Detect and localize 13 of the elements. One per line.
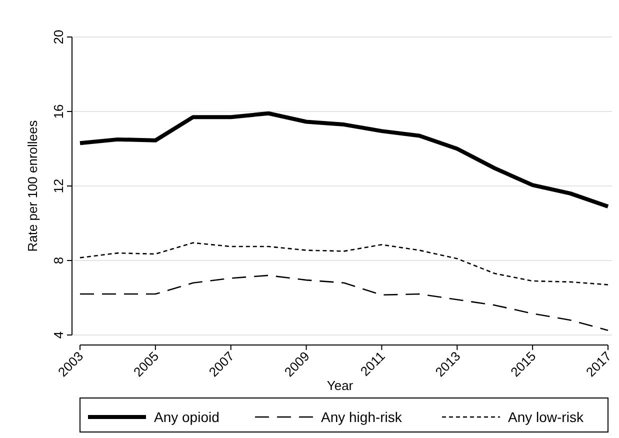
y-tick-label: 8 — [51, 256, 66, 264]
y-tick-label: 4 — [51, 331, 66, 339]
line-series — [79, 242, 609, 286]
x-axis-title: Year — [326, 378, 354, 393]
line-series — [78, 111, 610, 208]
y-tick-label: 16 — [51, 104, 66, 119]
line-series — [79, 274, 609, 331]
y-axis-title: Rate per 100 enrollees — [25, 120, 40, 252]
y-tick-label: 20 — [51, 30, 66, 44]
legend-label: Any opioid — [154, 409, 220, 425]
legend-label: Any high-risk — [321, 409, 403, 425]
legend-label: Any low-risk — [508, 409, 584, 425]
y-tick-label: 12 — [51, 178, 66, 194]
